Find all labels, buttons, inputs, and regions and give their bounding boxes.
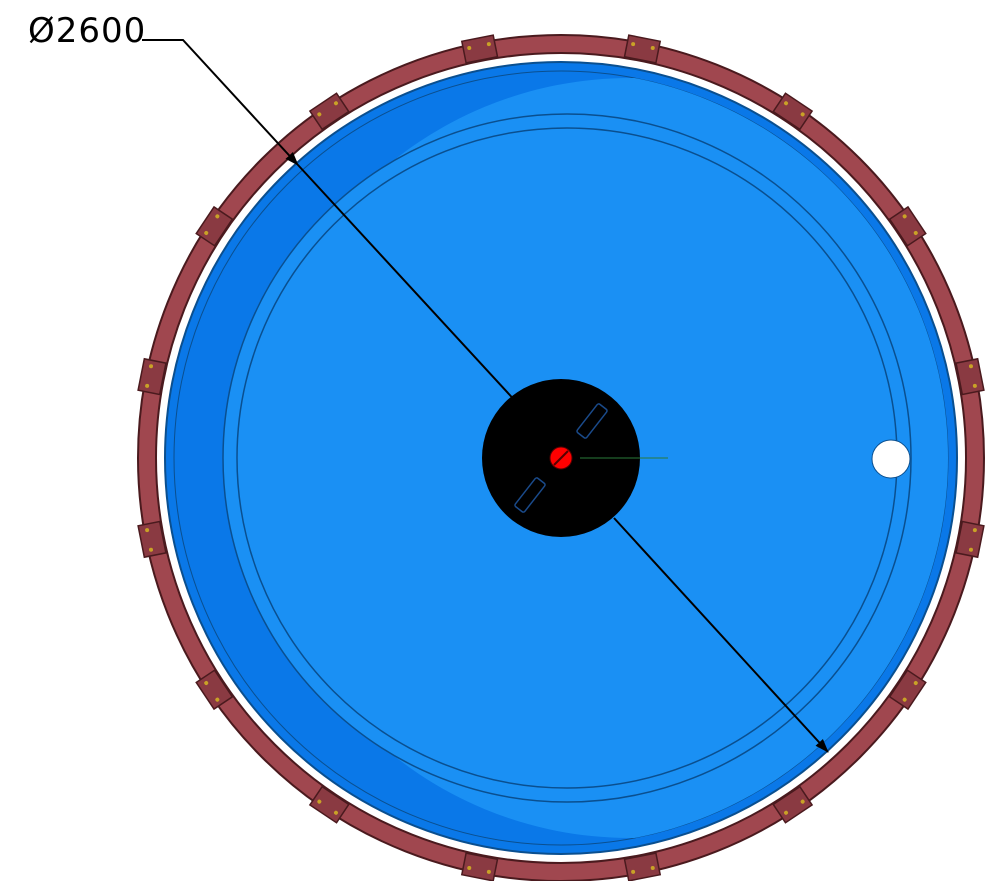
bolt xyxy=(467,865,472,870)
ring-segment-joints xyxy=(137,34,985,881)
ring-joint xyxy=(195,669,234,711)
ring-joint xyxy=(460,852,499,881)
bolt xyxy=(968,364,973,369)
bolt xyxy=(631,869,636,874)
bolt xyxy=(902,697,907,702)
ring-joint xyxy=(623,34,662,64)
ring-joint xyxy=(308,785,350,824)
diameter-dimension xyxy=(142,39,829,753)
bolt xyxy=(486,42,491,47)
dimension-line-upper xyxy=(297,164,520,406)
diameter-label: Ø2600 xyxy=(28,14,146,48)
bolt xyxy=(145,528,150,533)
ring-joint xyxy=(888,669,927,711)
bolt xyxy=(215,697,220,702)
ring-joint xyxy=(137,520,167,559)
bolt xyxy=(149,364,154,369)
bolt xyxy=(333,101,338,106)
dimension-leader xyxy=(142,39,299,166)
ring-joint xyxy=(460,34,499,64)
bolt xyxy=(650,865,655,870)
ring-joint xyxy=(137,357,167,396)
bolt xyxy=(149,547,154,552)
ring-joint xyxy=(772,92,814,131)
bolt xyxy=(486,869,491,874)
bolt xyxy=(972,528,977,533)
bolt xyxy=(204,230,209,235)
diameter-value: 2600 xyxy=(55,11,147,51)
ring-joint xyxy=(955,520,985,559)
bolt xyxy=(650,46,655,51)
bolt xyxy=(784,810,789,815)
bolt xyxy=(317,799,322,804)
ring-joint xyxy=(308,92,350,131)
bolt xyxy=(784,101,789,106)
ring-joint xyxy=(195,205,234,247)
bolt xyxy=(215,214,220,219)
bolt xyxy=(913,230,918,235)
bolt xyxy=(972,383,977,388)
bolt xyxy=(333,810,338,815)
outer-ring xyxy=(137,34,985,881)
hub-slots xyxy=(514,403,608,513)
bolt xyxy=(204,681,209,686)
bolt xyxy=(800,112,805,117)
ring-joint xyxy=(623,852,662,881)
ring-joint xyxy=(772,785,814,824)
bolt xyxy=(145,383,150,388)
ring-joint xyxy=(888,205,927,247)
port-hole xyxy=(871,439,911,479)
dimension-line-lower xyxy=(613,517,829,753)
diameter-symbol: Ø xyxy=(28,11,56,51)
bolt xyxy=(902,214,907,219)
bolt xyxy=(631,42,636,47)
bolt xyxy=(968,547,973,552)
bolt xyxy=(317,112,322,117)
bolt xyxy=(800,799,805,804)
ring-joint xyxy=(955,357,985,396)
bolt xyxy=(467,46,472,51)
bolt xyxy=(913,681,918,686)
